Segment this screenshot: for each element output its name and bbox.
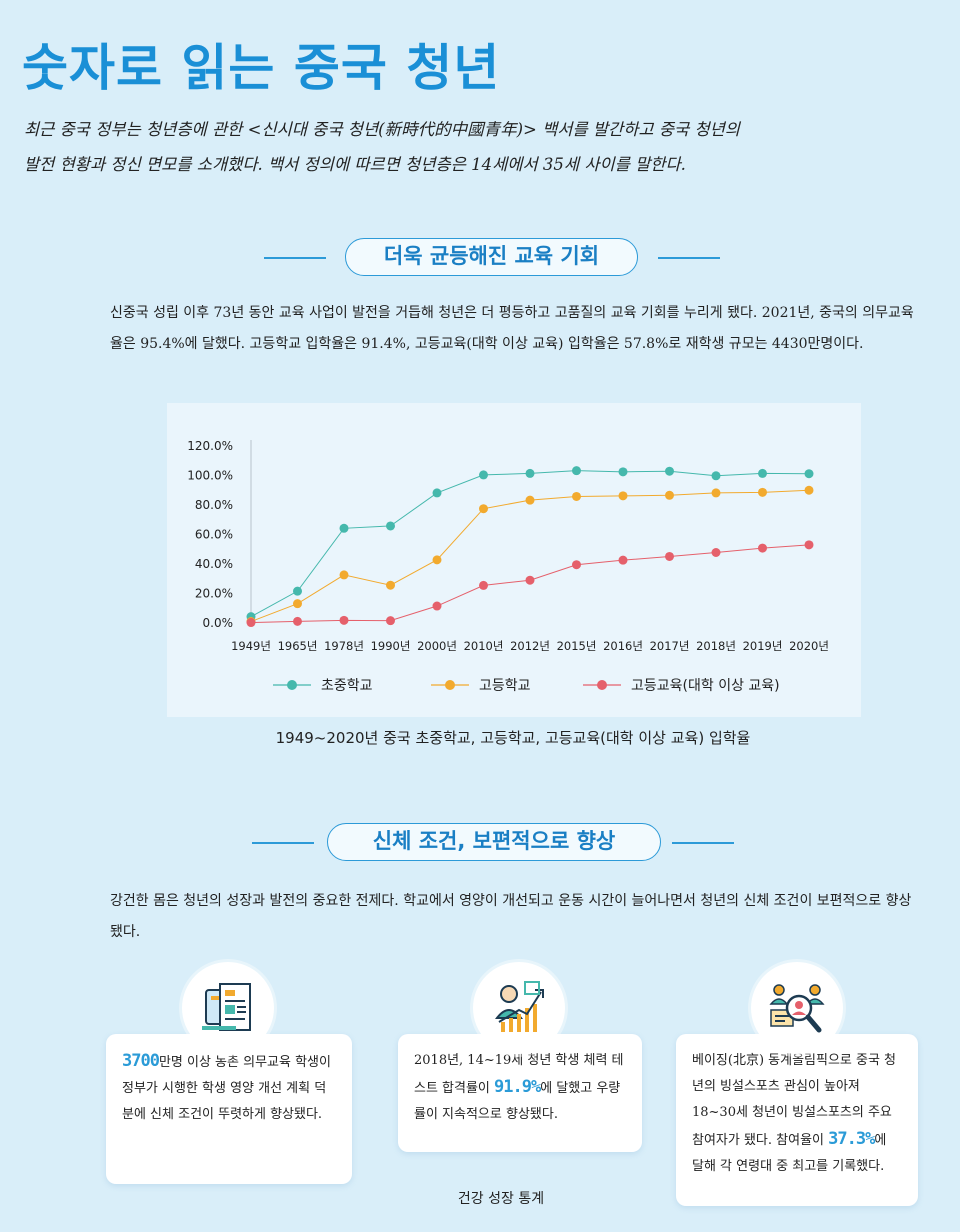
legend-label: 고등학교 [479, 678, 531, 694]
stat-text-before: 2018년, 14~19세 청년 학생 체력 테스트 합격률이 [414, 1053, 624, 1096]
data-point [432, 601, 442, 611]
x-tick-label: 2015년 [557, 639, 597, 653]
y-tick-label: 20.0% [195, 587, 233, 601]
section-title-education: 더욱 균등해진 교육 기회 [345, 238, 638, 276]
data-point [758, 543, 767, 553]
y-tick-label: 40.0% [195, 557, 233, 571]
data-point [386, 580, 395, 590]
data-point [618, 467, 628, 477]
y-tick-label: 80.0% [195, 498, 233, 512]
stat-card-winter-sports: 베이징(北京) 동계올림픽으로 중국 청년의 빙설스포츠 관심이 높아져 18~… [676, 1034, 918, 1206]
x-tick-label: 1965년 [278, 639, 318, 653]
data-point [386, 521, 395, 531]
data-point [339, 570, 349, 580]
data-point [572, 491, 581, 501]
x-tick-label: 2010년 [464, 639, 504, 653]
stat-card-nutrition: 3700만명 이상 농촌 의무교육 학생이 정부가 시행한 학생 영양 개선 계… [106, 1034, 352, 1184]
education-paragraph: 신중국 성립 이후 73년 동안 교육 사업이 발전을 거듭해 청년은 더 평등… [110, 305, 914, 352]
data-point [479, 504, 488, 514]
data-point [665, 490, 674, 500]
legend-marker [597, 680, 607, 690]
legend-marker [445, 680, 455, 690]
intro-paragraph: 최근 중국 정부는 청년층에 관한 <신시대 중국 청년(新時代的中國青年)> … [24, 112, 924, 182]
legend-marker [287, 680, 297, 690]
data-point [293, 599, 302, 609]
data-point [525, 575, 535, 585]
stat-highlight: 37.3% [828, 1129, 875, 1149]
x-tick-label: 1978년 [324, 639, 364, 653]
y-tick-label: 0.0% [203, 616, 234, 630]
x-tick-label: 2020년 [789, 639, 829, 653]
data-point [339, 523, 349, 533]
data-point [386, 616, 395, 626]
x-tick-label: 2019년 [743, 639, 783, 653]
data-point [665, 551, 674, 561]
stat-text-before: 베이징(北京) 동계올림픽으로 중국 청년의 빙설스포츠 관심이 높아져 18~… [692, 1053, 897, 1148]
enrollment-chart-svg: 120.0% 100.0% 80.0% 60.0% 40.0% 20.0% 0.0% 1949… [187, 439, 829, 694]
data-point [339, 615, 349, 625]
data-point [618, 491, 628, 501]
intro-line-2: 발전 현황과 정신 면모를 소개했다. 백서 정의에 따르면 청년층은 14세에… [24, 155, 686, 174]
stat-highlight: 91.9% [494, 1077, 541, 1097]
document-icon [182, 962, 274, 1054]
heading-rule-left [264, 257, 326, 259]
data-point [525, 495, 535, 505]
y-tick-label: 100.0% [187, 469, 233, 483]
x-tick-label: 1990년 [371, 639, 411, 653]
section-heading-education: 더욱 균등해진 교육 기회 [0, 238, 960, 278]
heading-rule-right [658, 257, 720, 259]
data-point [293, 616, 302, 626]
people-search-icon [751, 962, 843, 1054]
data-point [665, 466, 674, 476]
stat-text-after: 에 달했고 우량률이 지속적으로 향상됐다. [414, 1081, 621, 1122]
x-tick-label: 2000년 [417, 639, 457, 653]
data-point [432, 488, 442, 498]
data-point [711, 547, 721, 557]
legend-label: 고등교육(대학 이상 교육) [631, 678, 780, 694]
y-tick-label: 60.0% [195, 528, 233, 542]
footer-caption: 건강 성장 통계 [457, 1191, 545, 1207]
data-point [479, 470, 488, 480]
legend-label: 초중학교 [321, 678, 373, 694]
data-point [293, 586, 302, 596]
growth-chart-icon [473, 962, 565, 1054]
enrollment-chart: 120.0% 100.0% 80.0% 60.0% 40.0% 20.0% 0.0% 1949… [167, 403, 861, 717]
data-point [479, 580, 488, 590]
data-point [618, 555, 628, 565]
data-point [711, 488, 721, 498]
data-point [804, 469, 814, 479]
physical-paragraph: 강건한 몸은 청년의 성장과 발전의 중요한 전제다. 학교에서 영양이 개선되… [110, 893, 912, 940]
data-point [804, 485, 814, 495]
stat-text: 만명 이상 농촌 의무교육 학생이 정부가 시행한 학생 영양 개선 계획 덕분… [122, 1055, 331, 1122]
data-point [432, 555, 442, 565]
data-point [572, 466, 581, 476]
page-title: 숫자로 읽는 중국 청년 [22, 39, 501, 97]
data-point [758, 487, 767, 497]
chart-caption: 1949~2020년 중국 초중학교, 고등학교, 고등교육(대학 이상 교육)… [275, 729, 751, 747]
data-point [246, 618, 256, 628]
data-point [758, 468, 767, 478]
x-tick-label: 2012년 [510, 639, 550, 653]
intro-line-1: 최근 중국 정부는 청년층에 관한 <신시대 중국 청년(新時代的中國青年)> … [24, 120, 740, 139]
data-point [525, 468, 535, 478]
stat-text-after: 에 달해 각 연령대 중 최고를 기록했다. [692, 1133, 887, 1174]
heading-rule-left [252, 842, 314, 844]
y-tick-label: 120.0% [187, 439, 233, 453]
heading-rule-right [672, 842, 734, 844]
section-heading-physical: 신체 조건, 보편적으로 향상 [0, 823, 960, 863]
x-tick-label: 2016년 [603, 639, 643, 653]
data-point [804, 540, 814, 550]
x-tick-label: 1949년 [231, 639, 271, 653]
x-tick-label: 2017년 [650, 639, 690, 653]
data-point [711, 471, 721, 481]
stat-highlight: 3700 [122, 1051, 160, 1071]
series-line [250, 489, 810, 622]
x-tick-label: 2018년 [696, 639, 736, 653]
data-point [572, 560, 581, 570]
section-title-physical: 신체 조건, 보편적으로 향상 [327, 823, 661, 861]
